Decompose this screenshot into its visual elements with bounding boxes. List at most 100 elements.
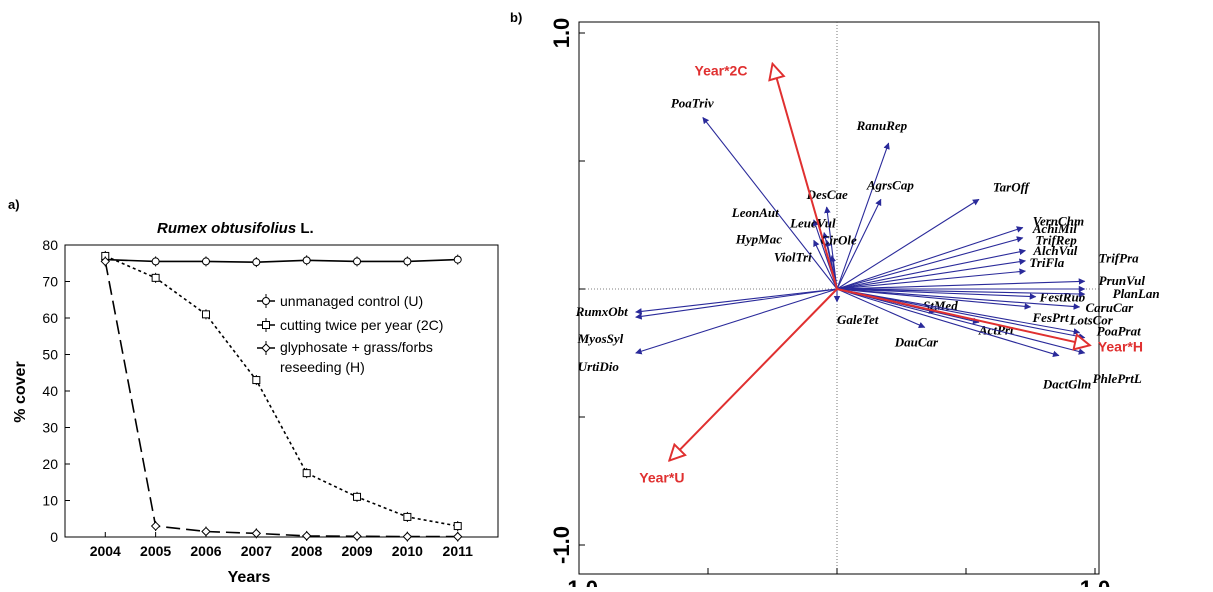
series-line-circle [105,258,458,264]
species-label-LeucVul: LeucVul [789,216,836,231]
env-arrow-Year-2C [773,64,838,290]
species-label-ViolTri: ViolTri [774,250,812,265]
species-arrow-MyosSyl [635,288,838,320]
data-point-square [302,469,311,478]
data-point-circle [302,256,311,265]
legend-marker-diamond [261,343,271,353]
species-label-AlchVul: AlchVul [1032,243,1077,258]
legend-item-unmanaged: unmanaged control (U) [257,293,423,309]
species-label-FestRub: FestRub [1039,290,1086,305]
y-tick-label: 40 [42,383,58,399]
species-label-LotsCor: LotsCor [1069,313,1114,328]
legend-marker-circle [262,297,270,305]
data-point-circle [151,257,160,266]
x-tick-label: 2006 [190,543,221,559]
x-tick-label: 2011 [443,543,474,559]
y-tick-label: 20 [42,456,58,472]
panel-a-line-chart: a) Rumex obtusifolius L. 0 10 20 30 40 50 60 70… [8,197,499,586]
species-label-TarOff: TarOff [993,179,1031,194]
y-tick-label: 30 [42,420,58,436]
chart-title-species: Rumex obtusifolius [157,220,296,237]
data-point-square [252,376,261,385]
env-arrow-Year-U [669,288,838,461]
data-point-circle [453,255,462,264]
chart-title-author: L. [296,220,314,237]
x-axis: 2004 2005 2006 2007 2008 2009 2010 2011 [90,532,473,559]
y-tick-label: 70 [42,274,58,290]
species-label-MyosSyl: MyosSyl [577,331,624,346]
data-point-diamond [150,521,161,531]
x-tick-label: 2008 [291,543,322,559]
data-point-square [201,310,210,319]
species-arrows: PoaTriv RanuRep AgrsCap TarOff DesCae LeonAut… [575,95,1160,391]
species-arrow-CaruCar [836,288,1081,310]
species-label-LeonAut: LeonAut [731,205,779,220]
species-arrow-RumxObt [635,288,838,315]
data-point-diamond [301,531,312,541]
legend-marker-square [262,321,270,329]
species-arrow-FestRub [836,288,1037,300]
species-label-AchiMil: AchiMil [1032,221,1077,236]
species-label-CaruCar: CaruCar [1086,300,1135,315]
panel-b-label: b) [510,10,522,25]
legend-item-glyphosate: glyphosate + grass/forbs reseeding (H) [257,339,433,375]
species-arrow-LotsCor [836,288,1081,335]
species-label-PhlePrtL: PhlePrtL [1093,371,1142,386]
x-tick-label: 1.0 [1080,576,1111,587]
panel-b-biplot: b) -1.0 1.0 -1.0 1.0 PoaTriv RanuRep AgrsCap T… [510,10,1160,592]
species-label-AgrsCap: AgrsCap [866,177,914,192]
species-arrow-TriFla [836,268,1026,290]
species-label-HypMac: HypMac [735,231,782,246]
species-label-FesPrt: FesPrt [1032,310,1070,325]
species-arrow-PhlePrtL [836,288,1086,355]
species-label-RanuRep: RanuRep [856,118,908,133]
legend-label-cutting: cutting twice per year (2C) [280,317,443,333]
species-label-PlanLan: PlanLan [1113,286,1160,301]
x-tick-label: 2007 [241,543,272,559]
x-tick-label: 2005 [140,543,171,559]
y-tick-label: 60 [42,310,58,326]
x-tick-label: 2010 [392,543,423,559]
species-label-DactGlm: DactGlm [1042,377,1091,392]
data-point-square [353,492,362,501]
data-point-circle [252,258,261,267]
data-point-square [403,512,412,521]
species-label-PoaPrat: PoaPrat [1097,324,1141,339]
species-arrow-HypMac [813,239,838,290]
species-arrow-PlanLan [836,288,1086,298]
species-arrow-PoaPrat [836,288,1086,340]
species-label-UrtiDio: UrtiDio [578,359,620,374]
legend: unmanaged control (U) cutting twice per … [257,293,443,375]
species-label-RumxObt: RumxObt [575,304,628,319]
species-arrow-DauCar [836,288,926,329]
species-arrow-DactGlm [836,288,1060,358]
species-arrow-TrifPra [836,278,1086,290]
y-tick-label: 0 [50,529,58,545]
data-point-diamond [100,256,110,267]
y-tick-label: 80 [42,237,58,253]
legend-label-glyphosate-line2: reseeding (H) [280,359,365,375]
y-tick-label: 1.0 [549,18,574,49]
env-arrow-Year-H [836,288,1090,345]
species-arrow-AlchVul [836,258,1026,290]
species-arrow-TarOff [836,198,980,290]
env-label-Year-U: Year*U [639,470,684,486]
species-label-DesCae: DesCae [806,187,848,202]
species-arrow-TrifRep [836,248,1026,290]
species-arrow-VernChm [836,226,1024,290]
legend-label-glyphosate: glyphosate + grass/forbs [280,339,433,355]
species-label-PoaTriv: PoaTriv [671,95,714,110]
data-point-circle [403,257,412,266]
species-arrow-FesPrt [836,288,1032,310]
species-arrow-UrtiDio [635,288,838,355]
data-point-square [151,273,160,282]
y-axis: 0 10 20 30 40 50 60 70 80 [42,237,70,545]
species-label-VernChm: VernChm [1033,214,1084,229]
series-line-square [104,255,458,527]
y-tick-label: 50 [42,347,58,363]
data-point-diamond [453,531,463,542]
data-point-square [453,522,462,531]
env-label-Year-H: Year*H [1098,338,1143,354]
